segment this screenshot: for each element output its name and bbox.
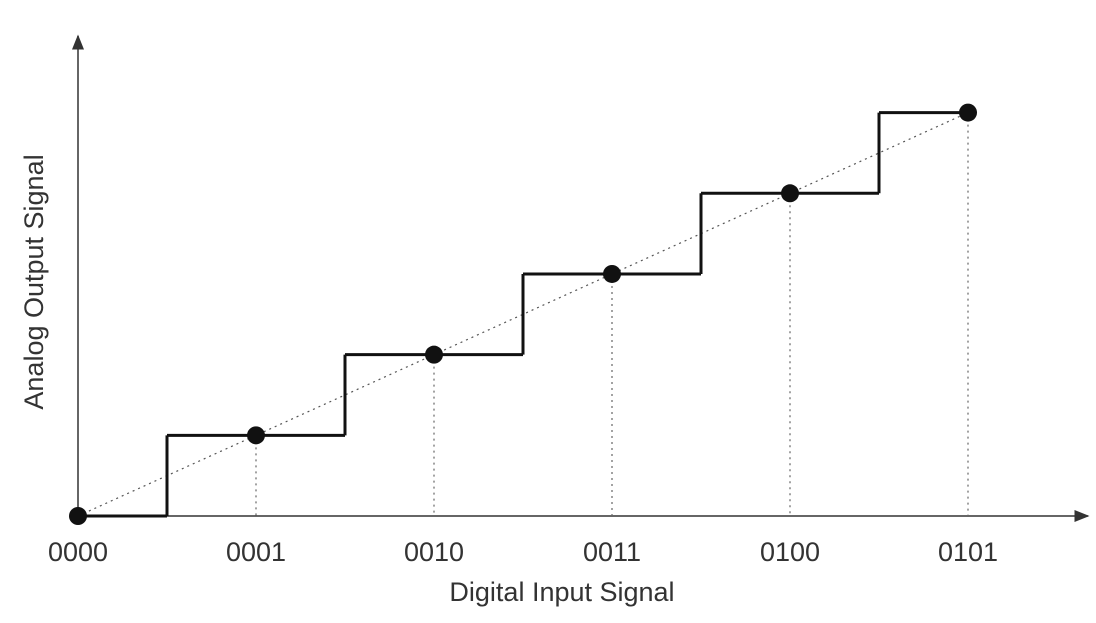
ideal-line [77,112,969,517]
data-point [603,264,621,283]
data-point [959,103,977,122]
x-tick-label: 0000 [48,537,108,567]
x-tick-label: 0011 [583,537,641,567]
x-tick-label: 0010 [404,537,464,567]
x-axis-label: Digital Input Signal [449,577,674,607]
data-point [781,184,799,203]
data-point [69,507,87,525]
data-point [247,426,265,445]
x-tick-label: 0001 [226,537,286,567]
x-tick-label: 0100 [760,537,820,567]
data-point [425,345,443,364]
y-axis-label: Analog Output Signal [19,154,49,409]
x-tick-label: 0101 [938,537,998,567]
